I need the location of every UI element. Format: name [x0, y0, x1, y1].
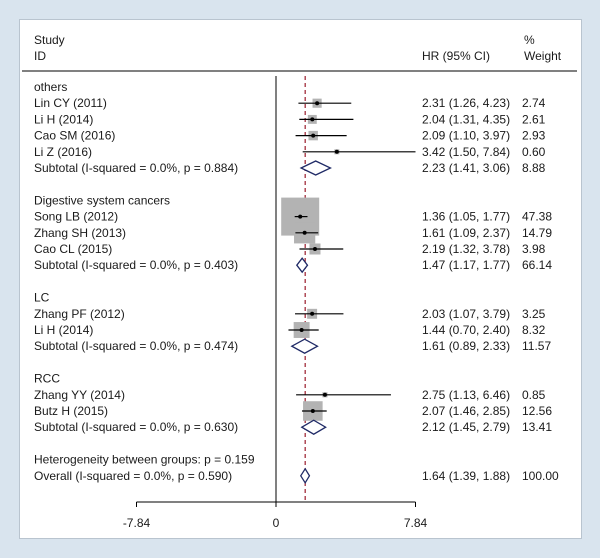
subtotal-weight: 13.41: [522, 420, 552, 434]
study-label: Li H (2014): [34, 323, 93, 337]
study-ci-text: 2.75 (1.13, 6.46): [422, 388, 510, 402]
header-percent: %: [524, 33, 535, 47]
forest-marks: others Lin CY (2011) 2.31 (1.26, 4.23) 2.74…: [34, 76, 559, 530]
study-weight: 0.85: [522, 388, 546, 402]
study-ci-text: 1.44 (0.70, 2.40): [422, 323, 510, 337]
study-ci-text: 3.42 (1.50, 7.84): [422, 145, 510, 159]
study-weight: 2.74: [522, 96, 546, 110]
group-heading: Digestive system cancers: [34, 193, 170, 207]
study-label: Zhang SH (2013): [34, 226, 126, 240]
study-point: [310, 311, 315, 316]
study-ci-text: 1.61 (1.09, 2.37): [422, 226, 510, 240]
study-point: [315, 101, 320, 106]
subtotal-weight: 11.57: [522, 339, 551, 353]
study-label: Cao CL (2015): [34, 242, 112, 256]
header-id: ID: [34, 49, 46, 63]
study-weight: 0.60: [522, 145, 546, 159]
study-point: [310, 409, 315, 413]
study-weight: 2.93: [522, 129, 546, 143]
x-axis-tick-label: -7.84: [123, 516, 151, 530]
subtotal-diamond: [290, 338, 319, 354]
study-ci-text: 2.07 (1.46, 2.85): [422, 404, 510, 418]
overall-ci-text: 1.64 (1.39, 1.88): [422, 469, 510, 483]
study-weight: 3.98: [522, 242, 546, 256]
study-weight: 47.38: [522, 210, 552, 224]
subtotal-label: Subtotal (I-squared = 0.0%, p = 0.403): [34, 258, 238, 272]
subtotal-weight: 8.88: [522, 161, 546, 175]
overall-label: Overall (I-squared = 0.0%, p = 0.590): [34, 469, 232, 483]
subtotal-diamond: [299, 160, 332, 176]
study-point: [310, 117, 315, 122]
overall-weight: 100.00: [522, 469, 559, 483]
overall-diamond: [299, 467, 311, 485]
study-ci-text: 1.36 (1.05, 1.77): [422, 210, 510, 224]
study-point: [312, 247, 317, 251]
subtotal-ci-text: 1.61 (0.89, 2.33): [422, 339, 510, 353]
heterogeneity-text: Heterogeneity between groups: p = 0.159: [34, 453, 255, 467]
study-label: Zhang PF (2012): [34, 307, 125, 321]
study-weight: 8.32: [522, 323, 546, 337]
study-weight: 14.79: [522, 226, 552, 240]
subtotal-diamond: [296, 257, 309, 274]
study-label: Song LB (2012): [34, 210, 118, 224]
header-study: Study: [34, 33, 65, 47]
header-hr: HR (95% CI): [422, 49, 490, 63]
study-label: Lin CY (2011): [34, 96, 107, 110]
study-point: [302, 230, 307, 235]
study-label: Li Z (2016): [34, 145, 92, 159]
study-weight: 3.25: [522, 307, 546, 321]
study-point: [334, 149, 339, 154]
plot-area: [19, 19, 582, 539]
subtotal-ci-text: 2.23 (1.41, 3.06): [422, 161, 510, 175]
study-label: Cao SM (2016): [34, 129, 115, 143]
subtotal-ci-text: 1.47 (1.17, 1.77): [422, 258, 510, 272]
x-axis-tick-label: 0: [273, 516, 280, 530]
x-axis-tick-label: 7.84: [404, 516, 428, 530]
subtotal-label: Subtotal (I-squared = 0.0%, p = 0.630): [34, 420, 238, 434]
study-ci-text: 2.31 (1.26, 4.23): [422, 96, 510, 110]
subtotal-label: Subtotal (I-squared = 0.0%, p = 0.474): [34, 339, 238, 353]
study-label: Li H (2014): [34, 112, 93, 126]
group-heading: others: [34, 80, 67, 94]
subtotal-label: Subtotal (I-squared = 0.0%, p = 0.884): [34, 161, 238, 175]
study-weight: 12.56: [522, 404, 552, 418]
study-ci-text: 2.09 (1.10, 3.97): [422, 129, 510, 143]
study-ci-text: 2.03 (1.07, 3.79): [422, 307, 510, 321]
study-point: [298, 214, 303, 219]
subtotal-ci-text: 2.12 (1.45, 2.79): [422, 420, 510, 434]
subtotal-weight: 66.14: [522, 258, 552, 272]
study-ci-text: 2.04 (1.31, 4.35): [422, 112, 510, 126]
study-point: [322, 392, 327, 397]
subtotal-diamond: [300, 419, 327, 435]
study-weight: 2.61: [522, 112, 546, 126]
study-point: [311, 133, 316, 138]
group-heading: LC: [34, 291, 50, 305]
group-heading: RCC: [34, 372, 60, 386]
header-weight: Weight: [524, 49, 562, 63]
study-ci-text: 2.19 (1.32, 3.78): [422, 242, 510, 256]
study-label: Zhang YY (2014): [34, 388, 125, 402]
study-label: Butz H (2015): [34, 404, 108, 418]
study-point: [299, 328, 304, 332]
